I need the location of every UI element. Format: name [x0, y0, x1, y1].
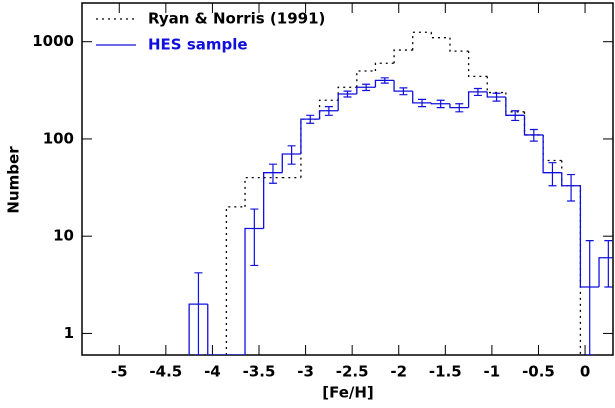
- error-bar: [380, 77, 389, 84]
- x-tick-label: -1.5: [429, 363, 462, 381]
- x-tick-label: -2: [390, 363, 407, 381]
- x-tick-label: -1: [484, 363, 501, 381]
- error-bar: [194, 272, 203, 355]
- y-tick-label: 100: [43, 129, 74, 147]
- histogram-step: [374, 62, 395, 71]
- histogram-step: [300, 118, 320, 178]
- histogram-step: [393, 80, 413, 92]
- error-bar: [567, 173, 576, 202]
- histogram-step: [337, 93, 357, 111]
- error-bar: [511, 110, 520, 122]
- error-bar: [585, 240, 594, 355]
- legend-label: HES sample: [148, 36, 248, 54]
- histogram-step: [188, 303, 208, 355]
- error-bar: [324, 106, 333, 116]
- histogram-step: [486, 91, 506, 98]
- histogram-step: [244, 176, 264, 207]
- histogram-step: [412, 91, 432, 104]
- error-bar: [436, 99, 445, 109]
- error-bar: [250, 208, 259, 267]
- error-bar: [399, 87, 408, 96]
- histogram-step: [244, 227, 264, 355]
- error-bar: [604, 240, 613, 288]
- histogram-step: [281, 153, 301, 173]
- error-bar: [362, 83, 371, 92]
- y-axis-title: Number: [5, 146, 23, 214]
- histogram-step: [505, 96, 525, 116]
- histogram-step: [542, 134, 562, 174]
- x-tick-label: -2.5: [336, 363, 369, 381]
- legend-label: Ryan & Norris (1991): [148, 10, 325, 28]
- error-bar: [492, 92, 501, 102]
- error-bar: [473, 87, 482, 97]
- error-bar: [529, 128, 538, 142]
- plot-frame: [81, 2, 614, 356]
- x-tick-label: -3.5: [243, 363, 276, 381]
- histogram-step: [430, 32, 450, 39]
- y-tick-label: 10: [53, 227, 74, 245]
- x-tick-label: 0: [580, 363, 590, 381]
- histogram-step: [300, 118, 320, 155]
- histogram-step: [207, 304, 227, 355]
- x-tick-label: -0.5: [522, 363, 555, 381]
- histogram-step: [356, 86, 376, 94]
- error-bar: [287, 145, 296, 165]
- x-tick-label: -5: [111, 363, 128, 381]
- x-tick-label: -4.5: [149, 363, 182, 381]
- error-bar: [455, 103, 464, 113]
- histogram-step: [393, 49, 413, 64]
- error-bar: [306, 114, 315, 124]
- histogram-step: [430, 102, 450, 105]
- histogram-step: [263, 172, 283, 229]
- histogram-step: [467, 91, 488, 108]
- histogram-step: [523, 115, 544, 136]
- histogram-step: [542, 134, 562, 162]
- x-tick-label: -3: [297, 363, 314, 381]
- error-bar: [343, 90, 352, 98]
- histogram-step: [449, 37, 469, 52]
- histogram-step: [318, 110, 339, 120]
- histogram-step: [449, 103, 469, 109]
- histogram-step: [374, 79, 395, 88]
- histogram-step: [505, 92, 525, 113]
- x-tick-label: -4: [204, 363, 221, 381]
- histogram-step: [561, 172, 581, 187]
- y-tick-label: 1000: [32, 32, 74, 50]
- histogram-step: [337, 86, 357, 101]
- histogram-step: [225, 206, 246, 355]
- histogram-step: [579, 185, 600, 288]
- x-axis-title: [Fe/H]: [322, 384, 374, 402]
- histogram-step: [412, 31, 432, 51]
- y-tick-label: 1: [64, 324, 74, 342]
- error-bar: [548, 162, 557, 187]
- histogram-step: [467, 51, 488, 78]
- error-bar: [418, 98, 427, 108]
- error-bar: [268, 163, 277, 184]
- histogram-step: [486, 76, 506, 94]
